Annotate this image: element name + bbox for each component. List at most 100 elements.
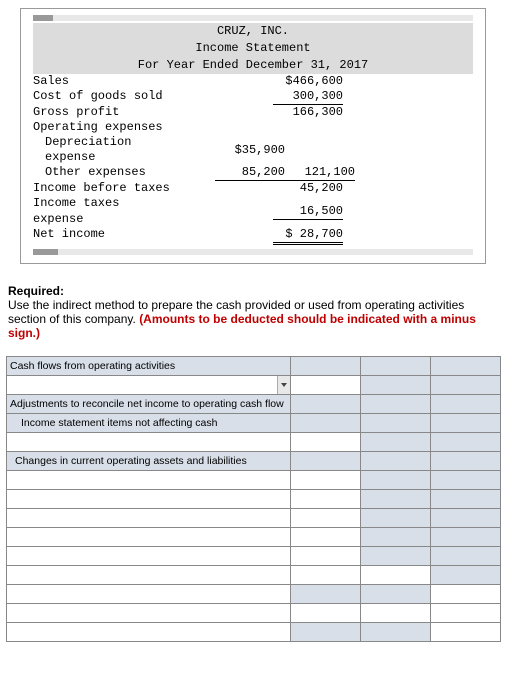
- cell[interactable]: [291, 471, 361, 490]
- cell[interactable]: [431, 585, 501, 604]
- input-cell[interactable]: [7, 528, 291, 547]
- cell[interactable]: [361, 566, 431, 585]
- scrollbar-top[interactable]: [33, 15, 473, 21]
- cell[interactable]: [431, 547, 501, 566]
- cell[interactable]: [291, 623, 361, 642]
- required-heading: Required:: [8, 284, 64, 298]
- gross-profit-label: Gross profit: [33, 105, 203, 120]
- dropdown-cell[interactable]: [7, 376, 291, 395]
- cell[interactable]: [431, 414, 501, 433]
- cell[interactable]: [361, 414, 431, 433]
- input-cell[interactable]: [7, 471, 291, 490]
- cell[interactable]: [291, 414, 361, 433]
- scrollbar-bottom[interactable]: [33, 249, 473, 255]
- cell[interactable]: [431, 376, 501, 395]
- gross-profit-value: 166,300: [273, 105, 343, 120]
- cell[interactable]: [361, 433, 431, 452]
- table-row: Adjustments to reconcile net income to o…: [7, 395, 501, 414]
- cell[interactable]: [291, 528, 361, 547]
- other-exp-val1: 85,200: [215, 165, 285, 181]
- cogs-label: Cost of goods sold: [33, 89, 203, 105]
- chevron-down-icon[interactable]: [277, 376, 290, 394]
- ibt-value: 45,200: [273, 181, 343, 196]
- table-row: [7, 490, 501, 509]
- dep-label-2: expense: [33, 150, 215, 165]
- tax-value: 16,500: [273, 204, 343, 220]
- cell[interactable]: [291, 566, 361, 585]
- table-row: [7, 585, 501, 604]
- cell[interactable]: [291, 585, 361, 604]
- cell[interactable]: [291, 490, 361, 509]
- cell[interactable]: [361, 585, 431, 604]
- input-cell[interactable]: [7, 547, 291, 566]
- cell[interactable]: [361, 357, 431, 376]
- input-cell[interactable]: [7, 490, 291, 509]
- ni-value: $ 28,700: [273, 227, 343, 245]
- ni-label: Net income: [33, 227, 203, 245]
- cell[interactable]: [291, 509, 361, 528]
- table-sep: [7, 604, 501, 623]
- table-row: Income statement items not affecting cas…: [7, 414, 501, 433]
- dep-label-1: Depreciation: [33, 135, 215, 150]
- input-cell[interactable]: [7, 566, 291, 585]
- statement-title: Income Statement: [33, 40, 473, 57]
- input-cell[interactable]: [7, 433, 291, 452]
- cogs-value: 300,300: [273, 89, 343, 105]
- required-section: Required: Use the indirect method to pre…: [0, 272, 506, 346]
- cell[interactable]: [291, 395, 361, 414]
- cell[interactable]: [361, 395, 431, 414]
- cell[interactable]: [361, 452, 431, 471]
- cell[interactable]: [361, 509, 431, 528]
- table-row: [7, 566, 501, 585]
- tax-label-1: Income taxes: [33, 196, 203, 212]
- income-statement: CRUZ, INC. Income Statement For Year End…: [33, 23, 473, 245]
- cell[interactable]: [291, 376, 361, 395]
- cell[interactable]: [431, 357, 501, 376]
- income-statement-panel: CRUZ, INC. Income Statement For Year End…: [20, 8, 486, 264]
- cfo-heading: Cash flows from operating activities: [7, 357, 291, 376]
- sales-value: $466,600: [273, 74, 343, 89]
- adjustments-heading: Adjustments to reconcile net income to o…: [7, 395, 291, 414]
- table-row: [7, 376, 501, 395]
- cell[interactable]: [361, 471, 431, 490]
- worksheet: Cash flows from operating activities Adj…: [6, 356, 500, 642]
- cell[interactable]: [431, 471, 501, 490]
- cell[interactable]: [291, 452, 361, 471]
- statement-period: For Year Ended December 31, 2017: [33, 57, 473, 74]
- input-cell[interactable]: [7, 585, 291, 604]
- cell[interactable]: [431, 452, 501, 471]
- cell[interactable]: [431, 566, 501, 585]
- table-row: [7, 623, 501, 642]
- table-row: [7, 547, 501, 566]
- cash-flow-table: Cash flows from operating activities Adj…: [6, 356, 501, 642]
- input-cell[interactable]: [7, 509, 291, 528]
- table-row: [7, 528, 501, 547]
- table-row: Cash flows from operating activities: [7, 357, 501, 376]
- cell[interactable]: [361, 490, 431, 509]
- cell[interactable]: [291, 433, 361, 452]
- sales-label: Sales: [33, 74, 203, 89]
- cell[interactable]: [431, 490, 501, 509]
- cell[interactable]: [431, 509, 501, 528]
- income-items-heading: Income statement items not affecting cas…: [7, 414, 291, 433]
- cell[interactable]: [431, 528, 501, 547]
- cell[interactable]: [361, 623, 431, 642]
- cell[interactable]: [361, 547, 431, 566]
- cell[interactable]: [431, 395, 501, 414]
- changes-heading: Changes in current operating assets and …: [7, 452, 291, 471]
- cell[interactable]: [361, 528, 431, 547]
- company-name: CRUZ, INC.: [33, 23, 473, 40]
- cell[interactable]: [431, 433, 501, 452]
- table-row: [7, 509, 501, 528]
- opex-label: Operating expenses: [33, 120, 203, 135]
- table-row: Changes in current operating assets and …: [7, 452, 501, 471]
- cell[interactable]: [431, 623, 501, 642]
- cell[interactable]: [291, 357, 361, 376]
- dep-value: $35,900: [215, 143, 285, 158]
- table-row: [7, 471, 501, 490]
- cell[interactable]: [361, 376, 431, 395]
- cell[interactable]: [291, 547, 361, 566]
- other-exp-label: Other expenses: [33, 165, 215, 181]
- ibt-label: Income before taxes: [33, 181, 203, 196]
- input-cell[interactable]: [7, 623, 291, 642]
